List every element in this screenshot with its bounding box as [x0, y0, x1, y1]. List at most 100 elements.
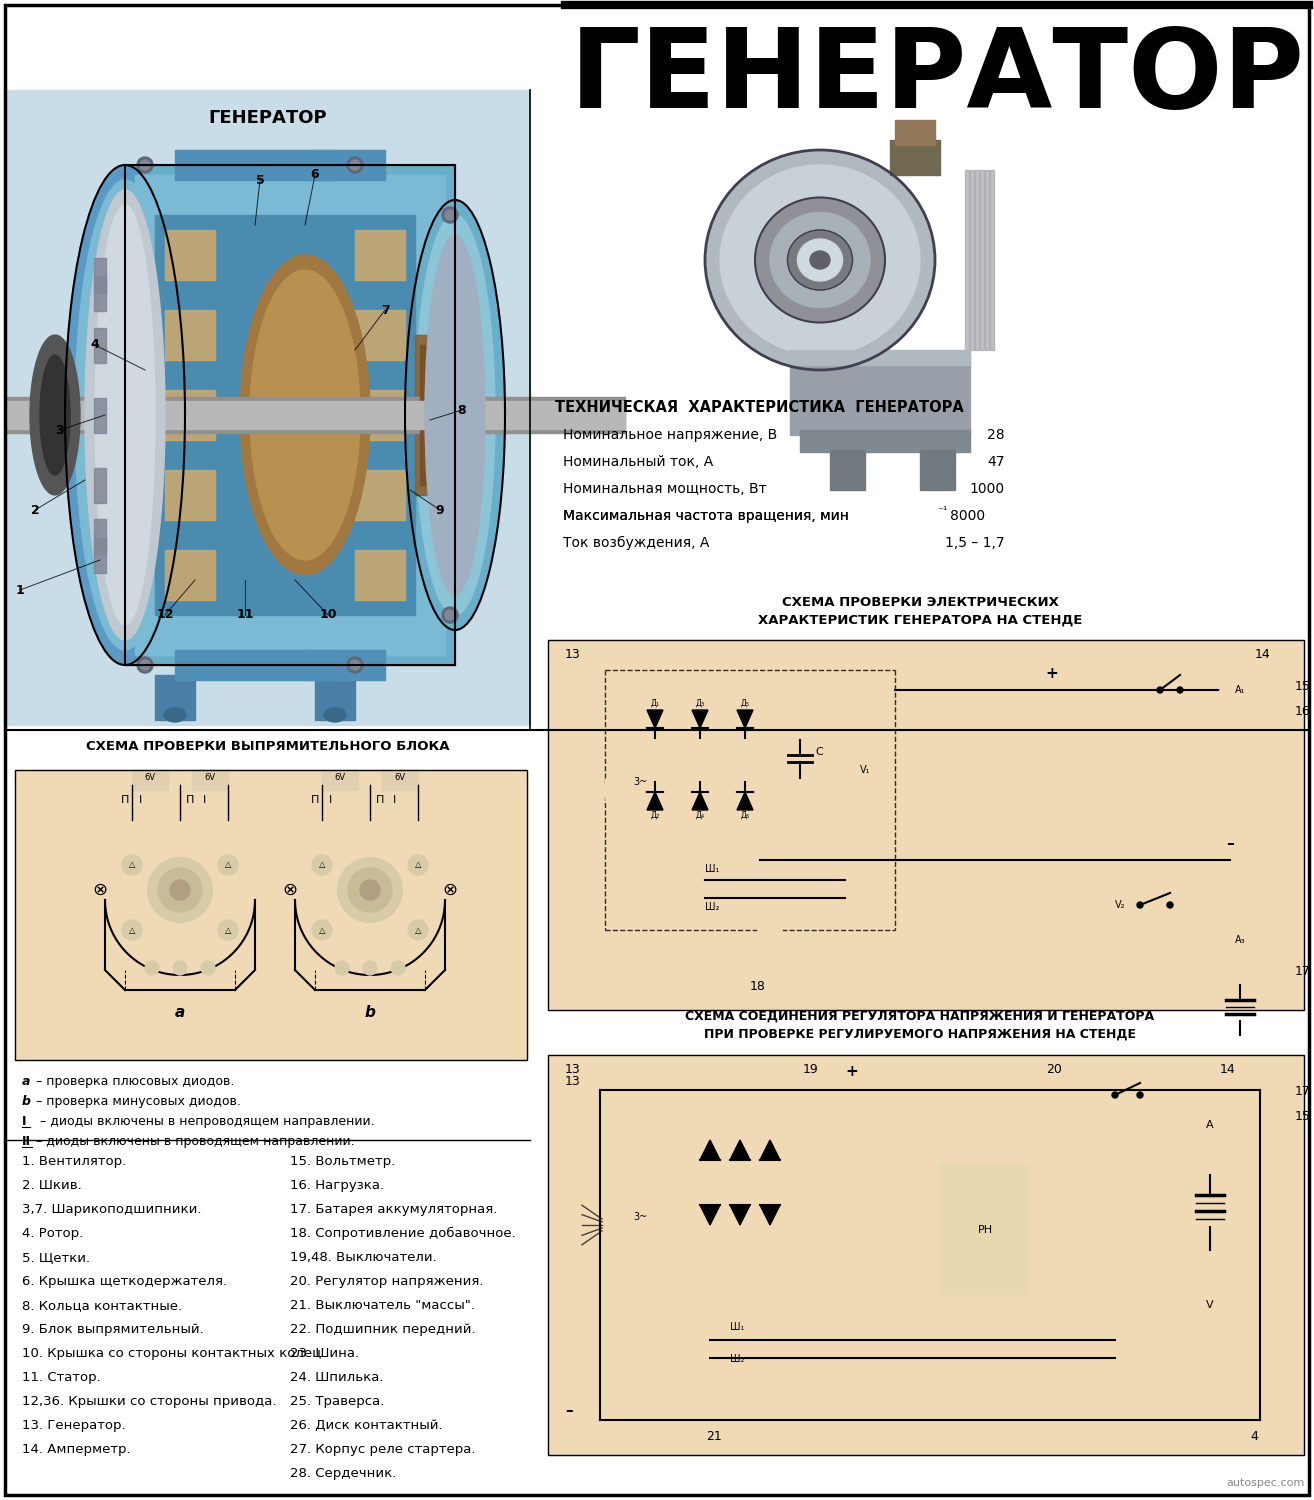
Polygon shape [95, 537, 106, 573]
Bar [420, 424, 470, 484]
Text: 5: 5 [256, 174, 264, 186]
Circle shape [1137, 902, 1143, 908]
Polygon shape [30, 334, 80, 495]
Circle shape [122, 855, 142, 874]
Bar [175, 150, 335, 180]
Bar [964, 170, 968, 350]
Text: △: △ [415, 926, 422, 934]
Circle shape [137, 158, 152, 172]
Circle shape [348, 868, 392, 912]
Text: Максимальная частота вращения, мин: Максимальная частота вращения, мин [562, 509, 858, 524]
Text: b: b [22, 1095, 32, 1108]
Circle shape [1190, 1106, 1230, 1144]
Text: Максимальная частота вращения, мин: Максимальная частота вращения, мин [562, 509, 849, 524]
Bar [166, 470, 215, 520]
Text: 4. Ротор.: 4. Ротор. [22, 1227, 83, 1240]
Circle shape [1177, 687, 1183, 693]
Bar [920, 450, 955, 491]
Circle shape [122, 920, 142, 940]
Circle shape [311, 920, 332, 940]
Bar [548, 640, 1303, 1010]
Text: Д₂: Д₂ [650, 812, 660, 820]
Bar [986, 170, 989, 350]
Bar [175, 650, 335, 680]
Text: 14: 14 [1255, 648, 1271, 662]
Circle shape [350, 660, 360, 670]
Text: △: △ [129, 861, 135, 870]
Text: 13. Генератор.: 13. Генератор. [22, 1419, 126, 1432]
Polygon shape [646, 710, 664, 728]
Bar [758, 930, 782, 990]
Circle shape [145, 962, 159, 975]
Text: 12,36. Крышки со стороны привода.: 12,36. Крышки со стороны привода. [22, 1395, 276, 1408]
Bar [790, 350, 970, 364]
Ellipse shape [240, 255, 371, 574]
Polygon shape [700, 1140, 720, 1160]
Ellipse shape [405, 200, 505, 630]
Circle shape [141, 660, 150, 670]
Bar [14, 770, 527, 1060]
Text: 26. Диск контактный.: 26. Диск контактный. [290, 1419, 443, 1432]
Circle shape [409, 855, 428, 874]
Text: Д₄: Д₄ [695, 812, 704, 820]
Bar [790, 356, 970, 435]
Text: △: △ [225, 861, 231, 870]
Text: V₁: V₁ [859, 765, 870, 776]
Text: 23. Шина.: 23. Шина. [290, 1347, 359, 1360]
Text: ⊗: ⊗ [443, 880, 457, 898]
Bar [14, 770, 527, 1060]
Text: – диоды включены в проводящем направлении.: – диоды включены в проводящем направлени… [32, 1136, 355, 1148]
Text: 6V: 6V [335, 774, 346, 783]
Ellipse shape [798, 238, 842, 280]
Text: b: b [364, 1005, 376, 1020]
Bar [166, 390, 215, 439]
Polygon shape [646, 792, 664, 810]
Circle shape [141, 160, 150, 170]
Text: А₁: А₁ [1235, 686, 1246, 694]
Bar [5, 90, 530, 724]
Circle shape [335, 962, 350, 975]
Polygon shape [737, 792, 753, 810]
Bar [940, 1166, 1030, 1294]
Bar [975, 170, 979, 350]
Text: autospec.com: autospec.com [1227, 1478, 1305, 1488]
Text: 20: 20 [1046, 1064, 1062, 1076]
Ellipse shape [424, 236, 485, 596]
Text: Ш₂: Ш₂ [706, 902, 719, 912]
Polygon shape [731, 1204, 750, 1225]
Text: П: П [376, 795, 384, 806]
Text: 28. Сердечник.: 28. Сердечник. [290, 1467, 397, 1480]
Text: Д₅: Д₅ [740, 699, 749, 708]
Polygon shape [737, 710, 753, 728]
Text: 1. Вентилятор.: 1. Вентилятор. [22, 1155, 126, 1168]
Circle shape [201, 962, 215, 975]
Bar [5, 400, 625, 429]
Text: 27. Корпус реле стартера.: 27. Корпус реле стартера. [290, 1443, 476, 1456]
Text: 3~: 3~ [633, 777, 646, 788]
Circle shape [1167, 902, 1173, 908]
Bar [895, 120, 936, 146]
Text: 21. Выключатель "массы".: 21. Выключатель "массы". [290, 1299, 474, 1312]
Text: Номинальное напряжение, В: Номинальное напряжение, В [562, 427, 778, 442]
Text: 11: 11 [237, 609, 254, 621]
Text: П: П [185, 795, 194, 806]
Circle shape [363, 962, 377, 975]
Bar [125, 165, 455, 664]
Text: 13: 13 [565, 1064, 581, 1076]
Text: 17: 17 [1296, 964, 1311, 978]
Text: ГЕНЕРАТОР: ГЕНЕРАТОР [570, 24, 1305, 132]
Text: 8. Кольца контактные.: 8. Кольца контактные. [22, 1299, 183, 1312]
Bar [989, 170, 993, 350]
Text: ГЕНЕРАТОР: ГЕНЕРАТОР [209, 110, 327, 128]
Text: I: I [393, 795, 397, 806]
Text: 8: 8 [457, 404, 466, 417]
Bar [800, 430, 970, 451]
Text: 15. Вольтметр.: 15. Вольтметр. [290, 1155, 396, 1168]
Bar [548, 1054, 1303, 1455]
Circle shape [173, 962, 187, 975]
Bar [192, 770, 229, 790]
Text: 7: 7 [381, 303, 389, 316]
Text: 14: 14 [1219, 1064, 1235, 1076]
Text: 14. Амперметр.: 14. Амперметр. [22, 1443, 130, 1456]
Text: 8000: 8000 [950, 509, 986, 524]
